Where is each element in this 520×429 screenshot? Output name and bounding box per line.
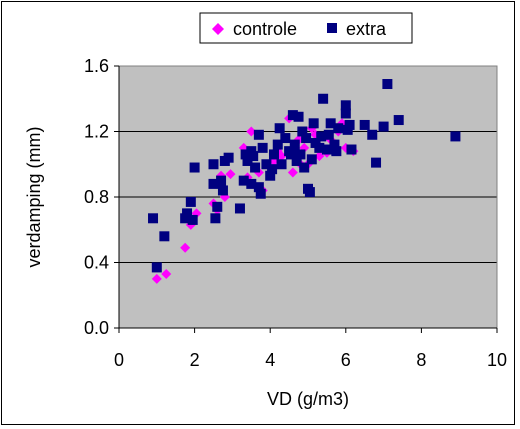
axes	[114, 65, 498, 333]
legend-controle-label: controle	[233, 19, 297, 39]
y-axis-title: verdamping (mm)	[24, 126, 44, 267]
point-extra	[248, 151, 259, 162]
x-tick-label: 2	[190, 350, 200, 370]
point-extra	[329, 139, 340, 150]
point-extra	[450, 131, 461, 142]
point-extra	[253, 182, 264, 193]
legend-extra-marker	[327, 23, 337, 33]
point-controle	[151, 273, 162, 284]
legend-box	[199, 12, 413, 44]
y-tick-label: 0.0	[84, 318, 109, 338]
x-tick-label: 10	[487, 350, 507, 370]
x-tick-label: 0	[114, 350, 124, 370]
point-extra	[208, 178, 219, 189]
point-extra	[340, 108, 351, 119]
point-extra	[314, 142, 325, 153]
x-tick-label: 6	[341, 350, 351, 370]
legend-controle-marker	[212, 23, 224, 35]
point-controle	[287, 167, 298, 178]
point-extra	[321, 144, 332, 155]
point-extra	[304, 187, 315, 198]
point-extra	[208, 159, 219, 170]
point-extra	[299, 162, 310, 173]
point-controle	[161, 268, 172, 279]
point-extra	[187, 214, 198, 225]
point-extra	[323, 129, 334, 140]
point-extra	[378, 121, 389, 132]
point-extra	[250, 162, 261, 173]
point-extra	[289, 139, 300, 150]
point-extra	[331, 146, 342, 157]
point-extra	[212, 201, 223, 212]
point-extra	[185, 196, 196, 207]
point-extra	[257, 142, 268, 153]
point-extra	[346, 144, 357, 155]
point-extra	[223, 152, 234, 163]
point-extra	[306, 154, 317, 165]
point-extra	[340, 100, 351, 111]
series-extra	[148, 79, 461, 273]
point-extra	[308, 118, 319, 129]
y-tick-label: 1.2	[84, 122, 109, 142]
point-extra	[367, 129, 378, 140]
point-controle	[246, 126, 257, 137]
legend: controle extra	[199, 12, 413, 44]
x-tick-label: 4	[265, 350, 275, 370]
point-extra	[216, 175, 227, 186]
y-tick-label: 1.6	[84, 56, 109, 76]
y-tick-label: 0.8	[84, 187, 109, 207]
point-extra	[267, 164, 278, 175]
point-extra	[234, 203, 245, 214]
point-extra	[182, 208, 193, 219]
point-extra	[159, 231, 170, 242]
y-tick-label: 0.4	[84, 253, 109, 273]
point-extra	[318, 93, 329, 104]
point-extra	[242, 155, 253, 166]
point-extra	[393, 115, 404, 126]
point-extra	[274, 123, 285, 134]
point-extra	[325, 118, 336, 129]
point-extra	[268, 149, 279, 160]
point-extra	[210, 213, 221, 224]
point-extra	[246, 178, 257, 189]
point-extra	[253, 129, 264, 140]
point-extra	[240, 149, 251, 160]
point-extra	[371, 157, 382, 168]
series-layer	[148, 79, 461, 284]
point-extra	[291, 155, 302, 166]
point-controle	[314, 151, 325, 162]
x-tick-label: 8	[416, 350, 426, 370]
point-extra	[272, 139, 283, 150]
point-extra	[382, 79, 393, 90]
point-extra	[148, 213, 159, 224]
point-extra	[316, 131, 327, 142]
x-axis-title: VD (g/m3)	[267, 389, 349, 409]
point-extra	[287, 110, 298, 121]
point-extra	[293, 111, 304, 122]
point-extra	[297, 126, 308, 137]
point-extra	[344, 119, 355, 130]
point-extra	[295, 149, 306, 160]
point-extra	[255, 188, 266, 199]
point-extra	[265, 170, 276, 181]
point-extra	[285, 149, 296, 160]
point-extra	[359, 119, 370, 130]
point-extra	[261, 159, 272, 170]
point-extra	[301, 133, 312, 144]
point-controle	[225, 169, 236, 180]
point-extra	[217, 185, 228, 196]
point-extra	[189, 162, 200, 173]
tick-labels: 0.0 0.4 0.8 1.2 1.6 0 2 4 6 8 10	[84, 56, 507, 370]
point-extra	[276, 159, 287, 170]
point-extra	[333, 123, 344, 134]
legend-extra-label: extra	[346, 19, 387, 39]
point-extra	[238, 175, 249, 186]
point-extra	[280, 133, 291, 144]
point-extra	[151, 262, 162, 273]
point-controle	[180, 242, 191, 253]
